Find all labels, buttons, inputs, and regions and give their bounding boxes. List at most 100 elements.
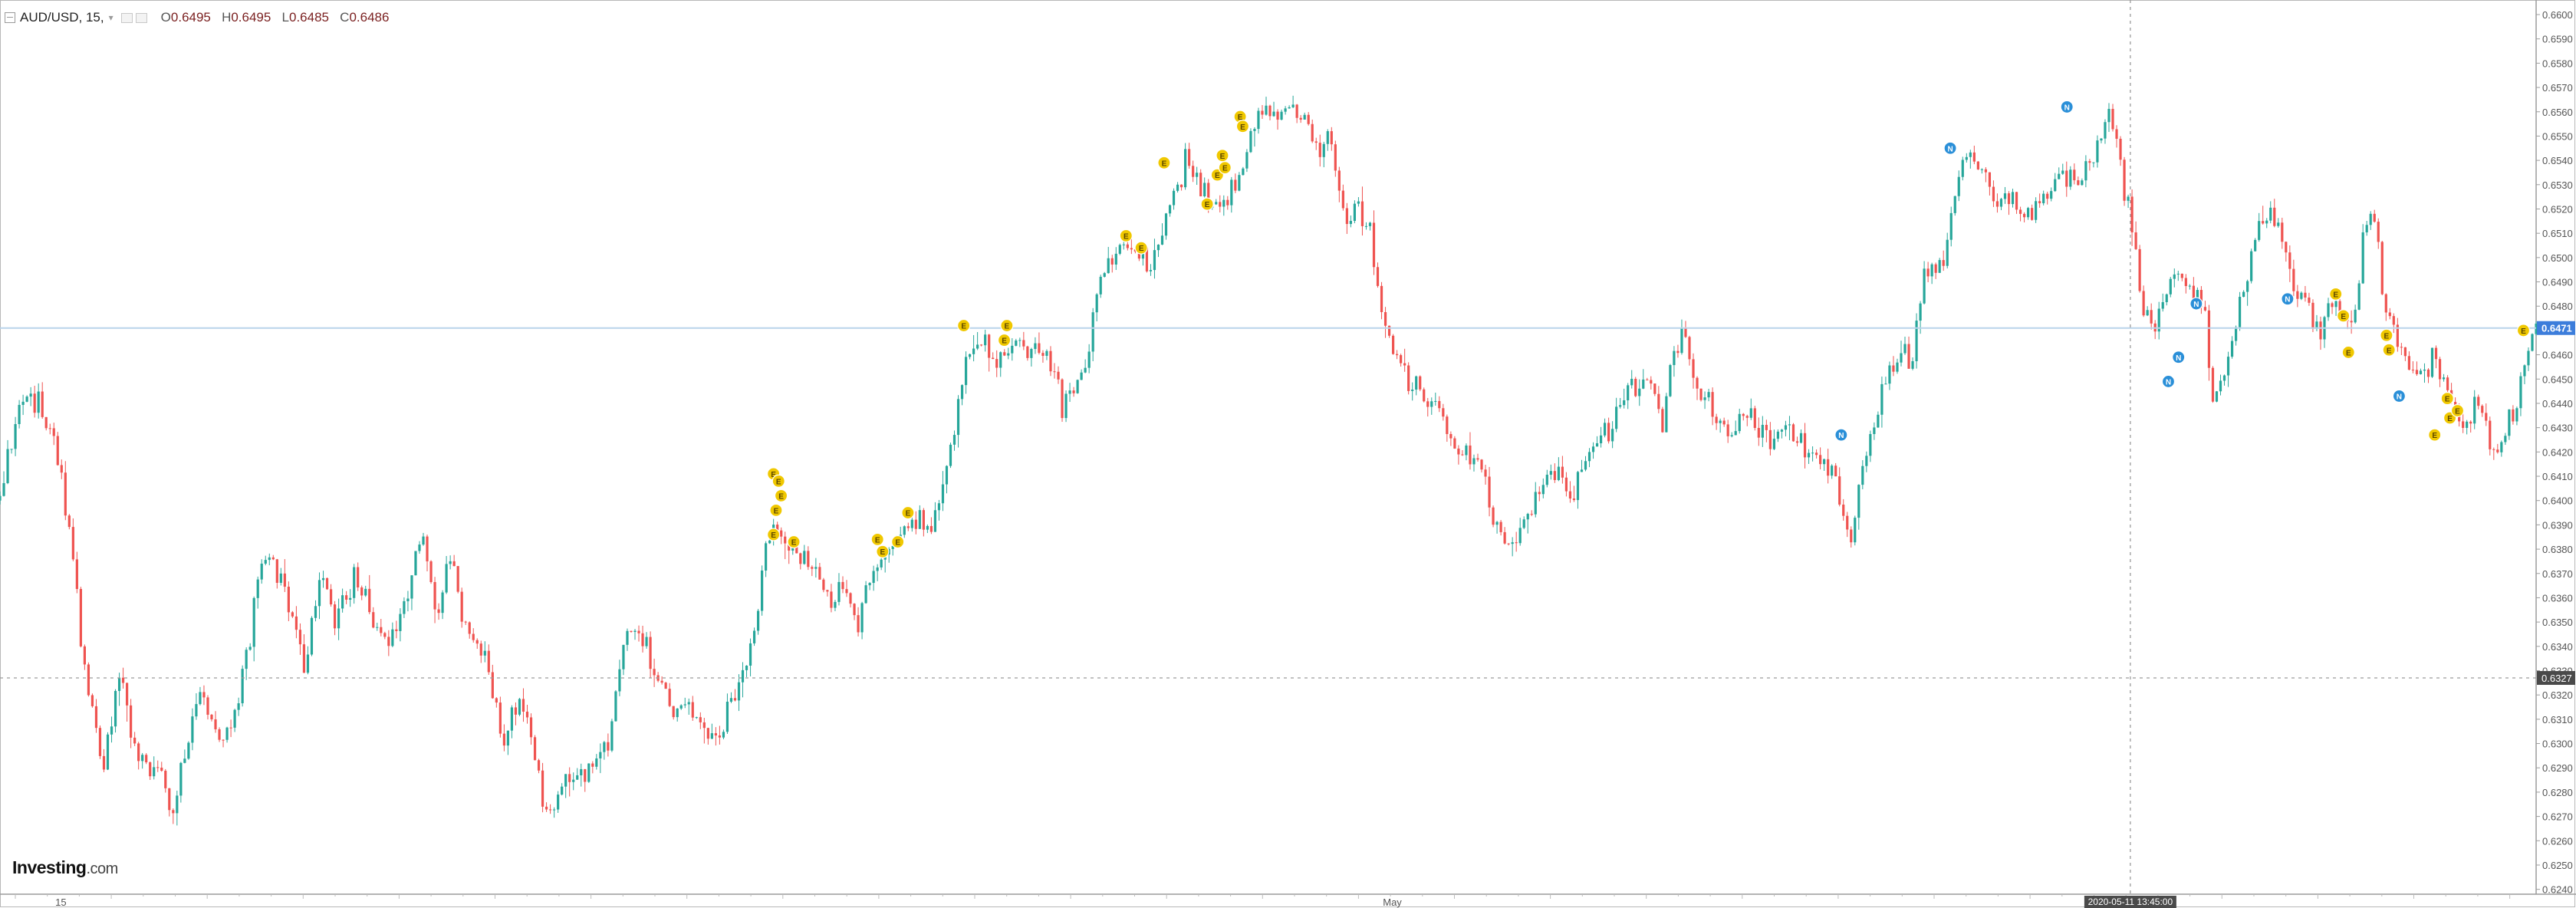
open-value: 0.6495 (170, 10, 211, 25)
close-value: 0.6486 (349, 10, 390, 25)
price-tick-label: 0.6600 (2542, 9, 2573, 21)
candle-body (1137, 251, 1140, 259)
candle-body (2184, 278, 2187, 286)
candle-body (2357, 283, 2361, 310)
candle-body (1757, 428, 1760, 438)
candle-body (741, 669, 745, 683)
candle-body (102, 755, 106, 770)
candle-body (568, 774, 571, 782)
earnings-event-marker (2382, 343, 2396, 357)
candle-body (2192, 285, 2195, 301)
candle-body (2215, 391, 2219, 402)
price-tick-label: 0.6490 (2542, 277, 2573, 288)
candle-body (653, 669, 656, 676)
candle-body (406, 598, 410, 601)
candle-body (2473, 396, 2476, 424)
candle-body (1145, 247, 1149, 271)
ohlc-values: O0.6495 H0.6495 L0.6485 C0.6486 (161, 10, 390, 25)
candle-body (1972, 152, 1976, 162)
chart-legend-header: AUD/USD, 15, ▾ O0.6495 H0.6495 L0.6485 C… (5, 9, 389, 26)
candle-body (156, 767, 160, 768)
candle-body (918, 510, 921, 529)
event-marker-label: E (961, 323, 966, 331)
event-marker-label: E (1220, 153, 1225, 161)
candle-body (2169, 278, 2172, 294)
candle-body (1903, 344, 1907, 354)
settings-icon[interactable] (120, 12, 133, 23)
candle-body (2058, 173, 2061, 179)
candle-body (137, 743, 140, 762)
candle-body (587, 763, 591, 782)
chevron-down-icon[interactable]: ▾ (108, 12, 114, 23)
interval-label[interactable]: 15 (85, 10, 100, 25)
candle-body (841, 581, 844, 590)
event-marker-label: E (771, 531, 776, 540)
event-marker-label: E (1222, 165, 1228, 173)
candle-body (1446, 416, 1449, 434)
candle-body (1114, 253, 1117, 265)
crosshair-price-label: 0.6327 (2541, 673, 2572, 684)
candle-body (1265, 105, 1268, 115)
candle-body (1780, 429, 1784, 432)
collapse-icon[interactable] (5, 12, 15, 23)
candle-body (268, 557, 271, 561)
candle-body (784, 536, 787, 544)
candle-body (25, 396, 28, 402)
candle-body (1942, 260, 1945, 266)
price-tick-label: 0.6380 (2542, 544, 2573, 555)
candle-body (525, 712, 529, 718)
hide-icon[interactable] (135, 12, 147, 23)
candle-body (1761, 424, 1764, 438)
candle-body (1807, 452, 1811, 458)
candle-body (380, 627, 383, 633)
candle-body (984, 334, 987, 346)
candles (0, 95, 2538, 826)
candle-body (2273, 207, 2276, 226)
candle-body (2238, 297, 2242, 327)
candle-body (1330, 131, 1333, 145)
candle-body (2203, 307, 2207, 311)
candle-body (2388, 312, 2391, 317)
candle-body (2438, 359, 2442, 380)
candle-body (225, 727, 229, 740)
candle-body (37, 391, 40, 413)
candle-body (2003, 193, 2007, 199)
candle-body (1842, 504, 1845, 516)
candle-body (502, 733, 505, 746)
candle-body (256, 579, 259, 598)
symbol-label[interactable]: AUD/USD (20, 10, 79, 25)
candle-body (1095, 294, 1098, 313)
event-marker-label: N (2064, 104, 2070, 112)
candle-body (1511, 542, 1514, 544)
candle-body (2489, 420, 2492, 449)
candle-body (153, 767, 156, 777)
candle-body (1568, 491, 1572, 499)
candle-body (168, 788, 171, 811)
candle-body (1611, 429, 1614, 442)
candle-body (67, 515, 71, 528)
candle-body (333, 604, 337, 629)
candle-body (992, 357, 995, 360)
candle-body (1488, 476, 1491, 508)
candle-body (422, 536, 425, 545)
candle-body (1707, 392, 1710, 398)
candle-body (1650, 380, 1653, 384)
event-marker-label: E (778, 492, 784, 501)
price-tick-label: 0.6370 (2542, 568, 2573, 580)
candle-body (1053, 371, 1056, 373)
candle-body (676, 708, 679, 718)
candle-body (291, 612, 294, 617)
open-label: O (160, 10, 171, 25)
price-tick-label: 0.6460 (2542, 350, 2573, 361)
candle-body (1153, 250, 1156, 271)
high-label: H (222, 10, 232, 25)
candle-body (2281, 222, 2284, 242)
candle-body (429, 561, 433, 583)
candle-body (483, 650, 486, 656)
candle-body (252, 597, 255, 647)
price-tick-label: 0.6280 (2542, 787, 2573, 798)
candle-body (1434, 400, 1437, 402)
candle-body (718, 735, 722, 738)
candle-body (495, 698, 498, 703)
